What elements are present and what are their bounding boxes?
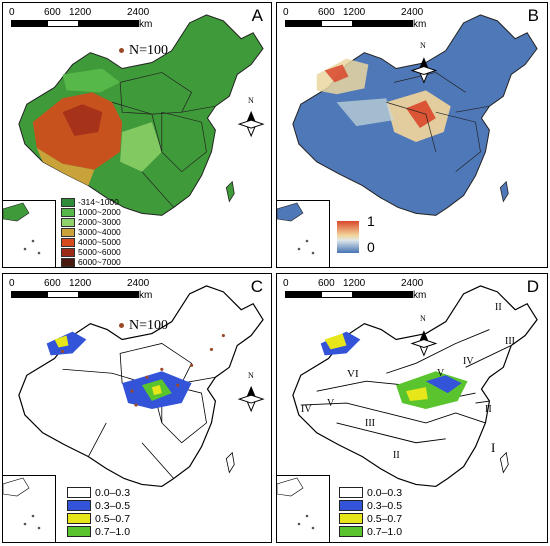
suitability-legend: 0.0–0.3 0.3–0.5 0.5–0.7 0.7–1.0 [339, 486, 402, 538]
north-arrow-label: N [248, 96, 254, 105]
legend-item: 0.3–0.5 [339, 499, 402, 512]
scale-bar-graphic [285, 20, 413, 27]
scale-unit: km [413, 19, 427, 30]
south-china-sea-inset [277, 200, 330, 267]
scale-bar: 0 600 1200 2400 km [9, 278, 159, 302]
scale-tick-0: 0 [283, 7, 289, 18]
scale-bar-graphic [11, 20, 139, 27]
scale-tick-1200: 1200 [343, 278, 366, 289]
legend-item: 0.7–1.0 [339, 525, 402, 538]
south-china-sea-inset [3, 475, 56, 542]
south-china-sea-inset [277, 475, 330, 542]
scale-unit: km [139, 290, 153, 301]
region-label: V [327, 398, 335, 409]
panel-letter-a: A [251, 6, 263, 25]
scale-tick-600: 600 [318, 7, 335, 18]
scale-tick-1200: 1200 [343, 7, 366, 18]
scale-tick-1200: 1200 [69, 278, 92, 289]
scale-unit: km [139, 19, 153, 30]
legend-item: 0.0–0.3 [339, 486, 402, 499]
legend-item: -314~1000 [61, 197, 121, 207]
region-label: I [491, 440, 496, 455]
sample-point-icon [119, 48, 124, 54]
region-label: V [437, 368, 445, 379]
legend-item: 4000~5000 [61, 237, 121, 247]
legend-item: 1000~2000 [61, 207, 121, 217]
inset-map [3, 202, 41, 255]
sample-count-label: N=100 [119, 43, 168, 59]
legend-item: 6000~7000 [61, 257, 121, 267]
scale-tick-2400: 2400 [401, 7, 424, 18]
scale-bar: 0 600 1200 2400 km [9, 7, 159, 31]
scale-tick-0: 0 [9, 278, 15, 289]
scale-bar: 0 600 1200 2400 km [283, 278, 433, 302]
panel-c-current-distribution: 0 600 1200 2400 km C N=100 N 0.0–0.3 0.3… [2, 273, 272, 543]
inset-map [3, 477, 41, 530]
region-label: VI [347, 368, 359, 380]
scale-tick-2400: 2400 [127, 278, 150, 289]
scale-tick-600: 600 [44, 278, 61, 289]
sample-point-icon [119, 323, 124, 329]
north-arrow-label: N [248, 371, 254, 380]
ramp-high-label: 1 [367, 213, 375, 229]
region-label: IV [301, 404, 312, 415]
legend-item: 3000~4000 [61, 227, 121, 237]
elevation-map [18, 14, 265, 216]
panel-letter-d: D [526, 277, 539, 296]
scale-tick-1200: 1200 [69, 7, 92, 18]
region-label: IV [463, 356, 474, 367]
region-label: III [505, 336, 515, 347]
ramp-low-label: 0 [367, 239, 375, 255]
color-ramp [337, 221, 359, 253]
zoned-distribution-map [292, 285, 538, 488]
scale-bar-graphic [11, 291, 139, 298]
inset-map [277, 202, 315, 255]
suitability-legend: 0.0–0.3 0.3–0.5 0.5–0.7 0.7–1.0 [67, 486, 130, 538]
legend-item: 0.0–0.3 [67, 486, 130, 499]
inset-map [277, 477, 315, 530]
panel-b-suitability-map: 0 600 1200 2400 km B N 1 0 [276, 2, 548, 268]
scale-tick-2400: 2400 [401, 278, 424, 289]
legend-item: 2000~3000 [61, 217, 121, 227]
scale-bar: 0 600 1200 2400 km [283, 7, 433, 31]
panel-d-zoned-distribution: 0 600 1200 2400 km D N I II II II III II… [276, 273, 548, 543]
scale-tick-600: 600 [318, 278, 335, 289]
region-label: III [365, 418, 375, 429]
legend-item: 0.5–0.7 [339, 512, 402, 525]
north-arrow-label: N [420, 314, 426, 323]
scale-tick-2400: 2400 [127, 7, 150, 18]
sample-count-label: N=100 [119, 318, 168, 334]
elevation-legend: -314~1000 1000~2000 2000~3000 3000~4000 … [61, 197, 121, 267]
suitability-map [292, 14, 538, 216]
legend-item: 0.5–0.7 [67, 512, 130, 525]
scale-bar-graphic [285, 291, 413, 298]
suitability-ramp-legend: 1 0 [337, 213, 407, 259]
north-arrow-label: N [420, 41, 426, 50]
scale-tick-0: 0 [9, 7, 15, 18]
scale-tick-600: 600 [44, 7, 61, 18]
panel-letter-b: B [527, 6, 539, 25]
legend-item: 0.3–0.5 [67, 499, 130, 512]
panel-letter-c: C [250, 277, 263, 296]
current-distribution-map [18, 285, 265, 488]
region-label: II [393, 450, 400, 461]
scale-tick-0: 0 [283, 278, 289, 289]
region-label: II [485, 404, 492, 415]
legend-item: 5000~6000 [61, 247, 121, 257]
panel-a-elevation-map: 0 600 1200 2400 km A N=100 N -314~1000 1… [2, 2, 272, 268]
scale-unit: km [413, 290, 427, 301]
region-label: II [495, 302, 502, 313]
south-china-sea-inset [3, 200, 56, 267]
legend-item: 0.7–1.0 [67, 525, 130, 538]
